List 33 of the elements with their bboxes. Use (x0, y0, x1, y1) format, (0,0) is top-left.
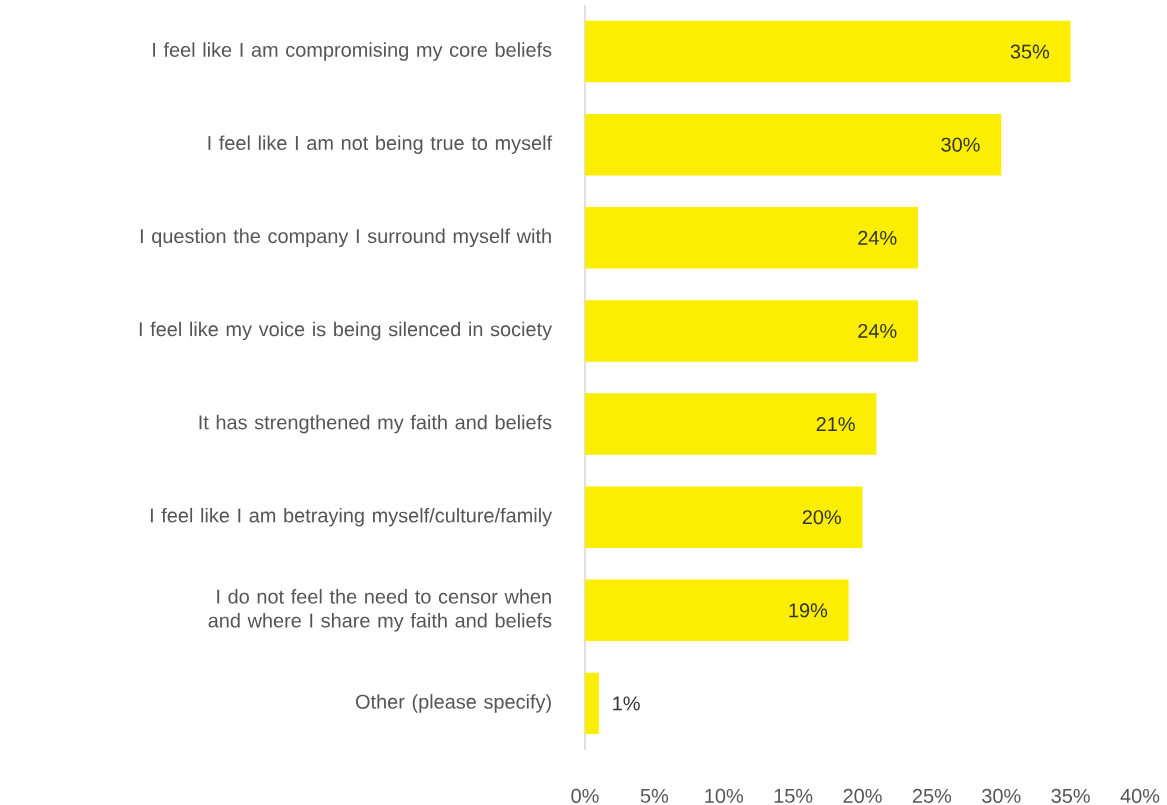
data-label: 30% (941, 137, 980, 152)
y-tick-label: It has strengthened my faith and beliefs (199, 414, 552, 434)
x-tick-label: 10% (705, 788, 743, 803)
bar (585, 672, 599, 735)
bar (585, 300, 919, 362)
y-tick-label: I feel like I am compromising my core beliefs (153, 42, 552, 61)
bar (585, 486, 863, 548)
data-label: 1% (613, 696, 640, 711)
y-tick-label: I feel like I am betraying myself/culture/family (150, 507, 553, 527)
y-tick-label: I question the company I surround myself with (140, 228, 551, 248)
x-tick-label: 15% (774, 788, 813, 803)
x-tick-label: 30% (982, 788, 1021, 803)
y-tick-label: I feel like my voice is being silenced in society (139, 321, 553, 341)
x-tick-label: 25% (912, 788, 952, 803)
bar (585, 579, 849, 642)
x-tick-label: 0% (571, 788, 599, 803)
y-tick-label: I feel like I am not being true to myself (208, 135, 553, 154)
x-tick-label: 35% (1051, 788, 1090, 803)
data-label: 19% (789, 603, 828, 618)
x-tick-label: 40% (1120, 788, 1160, 803)
data-label: 20% (802, 510, 841, 525)
y-tick-label: I do not feel the need to censor when and where I share my faith and beliefs (208, 589, 552, 632)
y-tick-label: Other (please specify) (355, 694, 551, 713)
bar (585, 207, 919, 269)
bar (585, 20, 1071, 83)
x-tick-label: 5% (640, 788, 669, 803)
data-label: 24% (858, 230, 897, 245)
bar (585, 113, 1002, 176)
bar (585, 393, 877, 455)
data-label: 35% (1010, 44, 1050, 59)
x-tick-label: 20% (843, 788, 882, 803)
data-label: 24% (858, 323, 897, 338)
data-label: 21% (816, 417, 855, 432)
